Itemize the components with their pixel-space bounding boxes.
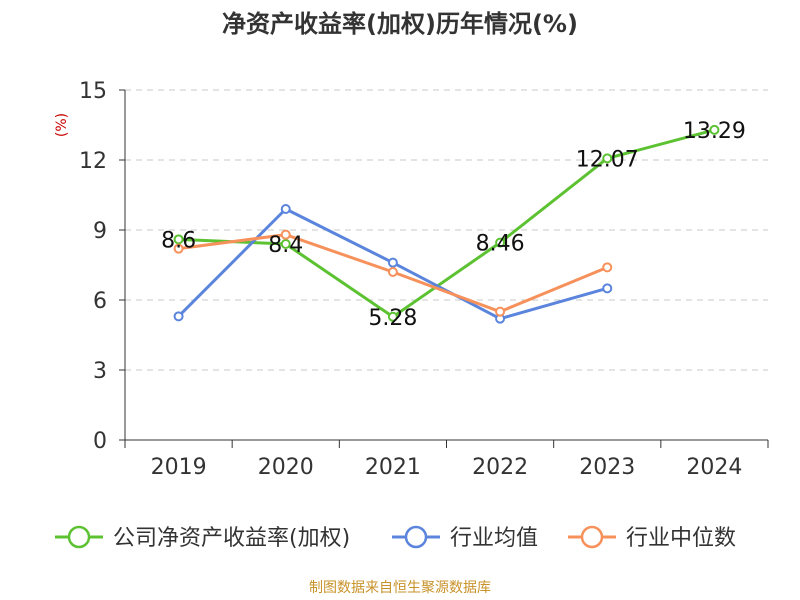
series-point-1 <box>280 239 291 249</box>
series-point-3 <box>387 267 398 277</box>
series-point-2 <box>387 257 398 268</box>
x-tick-label: 2020 <box>258 455 314 480</box>
data-labels: 8.6 8.4 5.28 8.46 12.07 13.29 <box>161 119 746 331</box>
data-label: 8.4 <box>268 233 303 258</box>
y-tick-label: 12 <box>79 149 107 174</box>
y-axis-label: (%) <box>54 113 70 137</box>
y-tick-label: 3 <box>93 359 107 384</box>
x-tick-label: 2019 <box>151 455 207 480</box>
y-tick-label: 9 <box>93 219 107 244</box>
legend-label: 行业均值 <box>450 526 538 551</box>
series-point-1 <box>387 311 398 322</box>
legend[interactable]: 公司净资产收益率(加权) 行业均值 行业中位数 <box>55 525 736 551</box>
series-lines <box>173 124 720 324</box>
series-point-3 <box>280 229 291 240</box>
series-line-1 <box>178 128 715 319</box>
data-label: 8.46 <box>476 232 525 257</box>
y-tick-label: 15 <box>79 79 107 104</box>
data-label: 13.29 <box>683 119 746 144</box>
series-point-1 <box>173 234 184 245</box>
series-point-2 <box>280 204 291 214</box>
x-tick-label: 2022 <box>472 455 528 480</box>
series-point-1 <box>495 237 506 248</box>
x-tick-label: 2024 <box>686 455 742 480</box>
legend-item-3[interactable]: 行业中位数 <box>568 525 736 551</box>
series-point-1 <box>602 153 613 164</box>
axes: 0 3 6 9 12 15 2019 2020 2021 2022 2023 2024 <box>79 79 769 480</box>
grid-lines <box>125 89 768 371</box>
series-point-3 <box>495 306 506 317</box>
chart-title: 净资产收益率(加权)历年情况(%) <box>222 10 578 38</box>
data-label: 5.28 <box>368 306 417 331</box>
series-point-3 <box>173 243 184 254</box>
series-point-1 <box>709 124 720 135</box>
y-tick-label: 6 <box>93 289 107 314</box>
series-point-3 <box>602 262 613 273</box>
legend-marker <box>580 525 604 549</box>
series-point-2 <box>173 311 184 322</box>
y-tick-label: 0 <box>93 429 107 454</box>
legend-label: 行业中位数 <box>626 526 736 551</box>
x-tick-label: 2021 <box>365 455 421 480</box>
legend-item-2[interactable]: 行业均值 <box>392 525 538 551</box>
legend-marker <box>67 525 91 549</box>
series-point-2 <box>602 283 613 294</box>
source-note: 制图数据来自恒生聚源数据库 <box>309 580 491 596</box>
data-label: 12.07 <box>576 147 639 172</box>
data-label: 8.6 <box>161 228 196 253</box>
legend-item-1[interactable]: 公司净资产收益率(加权) <box>55 525 350 551</box>
legend-label: 公司净资产收益率(加权) <box>113 526 350 551</box>
legend-marker <box>404 525 428 549</box>
x-tick-label: 2023 <box>579 455 635 480</box>
